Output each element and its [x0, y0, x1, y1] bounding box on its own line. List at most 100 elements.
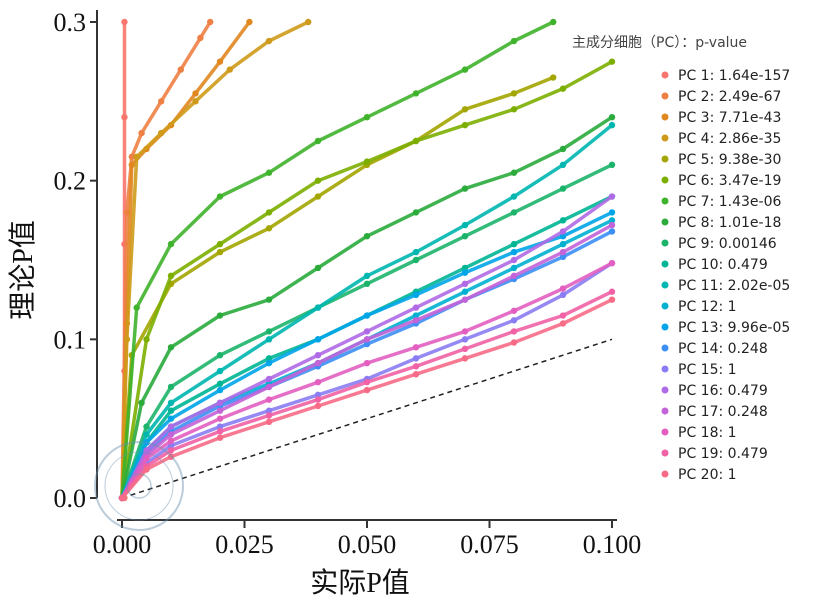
data-point-pc-12 [559, 240, 567, 248]
legend-title: 主成分细胞（PC）：p-value [572, 35, 747, 51]
data-point-pc-9 [412, 256, 420, 264]
legend-key [661, 155, 669, 163]
data-point-pc-5 [265, 225, 273, 232]
data-point-pc-17 [412, 317, 420, 324]
data-point-pc-10 [216, 380, 224, 387]
data-point-pc-11 [216, 367, 224, 375]
legend-key [661, 407, 669, 415]
legend-key [661, 449, 669, 457]
data-point-pc-20 [167, 453, 175, 460]
legend-entry: PC 5: 9.38e-30 [678, 152, 781, 168]
data-point-pc-5 [216, 248, 224, 256]
data-point-pc-6 [510, 106, 518, 113]
x-tick-label: 0.075 [460, 530, 519, 559]
legend-key [661, 113, 669, 121]
data-point-pc-2 [138, 129, 145, 137]
data-point-pc-18 [559, 285, 567, 292]
series-line-pc-20 [120, 297, 614, 500]
data-point-pc-17 [608, 221, 616, 229]
data-point-pc-8 [167, 344, 175, 351]
data-point-pc-3 [128, 161, 135, 168]
data-point-pc-3 [246, 18, 253, 26]
data-point-pc-9 [608, 161, 616, 168]
legend-entry: PC 1: 1.64e-157 [678, 68, 790, 84]
legend-entry: PC 4: 2.86e-35 [678, 131, 781, 147]
data-point-pc-4 [133, 153, 140, 161]
series-line-pc-15 [120, 261, 614, 500]
data-point-pc-14 [608, 228, 616, 235]
data-point-pc-11 [510, 193, 518, 200]
series-line-pc-9 [120, 163, 614, 500]
legend-key [661, 281, 669, 289]
data-point-pc-5 [550, 74, 557, 81]
data-point-pc-13 [461, 269, 469, 276]
data-point-pc-20 [608, 296, 616, 303]
data-point-pc-17 [265, 383, 273, 391]
data-point-pc-16 [167, 423, 175, 430]
data-point-pc-7 [216, 193, 224, 200]
data-point-pc-6 [412, 137, 420, 145]
legend-key [661, 239, 669, 247]
legend-entry: PC 19: 0.479 [678, 446, 768, 462]
data-point-pc-8 [216, 312, 224, 319]
data-point-pc-19 [314, 396, 322, 403]
data-point-pc-18 [510, 307, 518, 314]
data-point-pc-8 [265, 296, 273, 303]
data-point-pc-17 [510, 272, 518, 280]
data-point-pc-6 [559, 85, 567, 92]
legend-key [661, 260, 669, 268]
data-point-pc-18 [143, 455, 150, 462]
legend-entry: PC 3: 7.71e-43 [678, 110, 781, 126]
data-point-pc-18 [265, 396, 273, 403]
data-point-pc-6 [314, 177, 322, 184]
data-point-pc-4 [158, 129, 165, 137]
data-point-pc-11 [265, 336, 273, 343]
data-point-pc-20 [216, 434, 224, 441]
legend-entry: PC 7: 1.43e-06 [678, 194, 781, 210]
data-point-pc-11 [559, 161, 567, 168]
data-point-pc-14 [559, 253, 567, 261]
legend-key [661, 134, 669, 142]
data-point-pc-15 [559, 291, 567, 299]
data-point-pc-7 [167, 240, 175, 248]
data-point-pc-2 [123, 209, 131, 216]
data-point-pc-9 [143, 423, 150, 430]
legend-entry: PC 17: 0.248 [678, 404, 768, 420]
data-point-pc-9 [559, 185, 567, 192]
data-point-pc-8 [363, 233, 371, 240]
data-point-pc-11 [412, 248, 420, 256]
data-point-pc-11 [167, 399, 175, 406]
data-point-pc-1 [121, 114, 128, 121]
legend-key [661, 323, 669, 331]
data-point-pc-6 [143, 336, 150, 343]
legend-entry: PC 8: 1.01e-18 [678, 215, 781, 231]
series-line-pc-19 [120, 289, 614, 500]
data-point-pc-19 [167, 447, 175, 454]
data-point-pc-6 [608, 58, 616, 65]
legend-entry: PC 10: 0.479 [678, 257, 768, 273]
data-point-pc-8 [559, 145, 567, 153]
data-point-pc-9 [265, 328, 273, 335]
data-point-pc-12 [608, 217, 616, 224]
data-point-pc-15 [216, 423, 224, 430]
data-point-pc-2 [177, 66, 184, 73]
data-point-pc-13 [167, 415, 175, 422]
data-point-pc-5 [461, 106, 469, 113]
legend-key [661, 197, 669, 205]
legend-entry: PC 6: 3.47e-19 [678, 173, 781, 189]
legend-key [661, 386, 669, 394]
data-point-pc-8 [138, 399, 145, 406]
data-point-pc-7 [550, 18, 557, 26]
data-point-pc-8 [510, 169, 518, 176]
data-point-pc-9 [363, 280, 371, 287]
data-point-pc-7 [412, 90, 420, 97]
data-point-pc-7 [510, 37, 518, 45]
data-point-pc-16 [510, 256, 518, 264]
data-point-pc-1 [121, 18, 128, 26]
data-point-pc-13 [510, 248, 518, 256]
data-point-pc-16 [216, 399, 224, 406]
watermark-seal [94, 441, 184, 531]
data-point-pc-11 [363, 272, 371, 280]
data-point-pc-17 [559, 248, 567, 256]
legend-key [661, 92, 669, 100]
